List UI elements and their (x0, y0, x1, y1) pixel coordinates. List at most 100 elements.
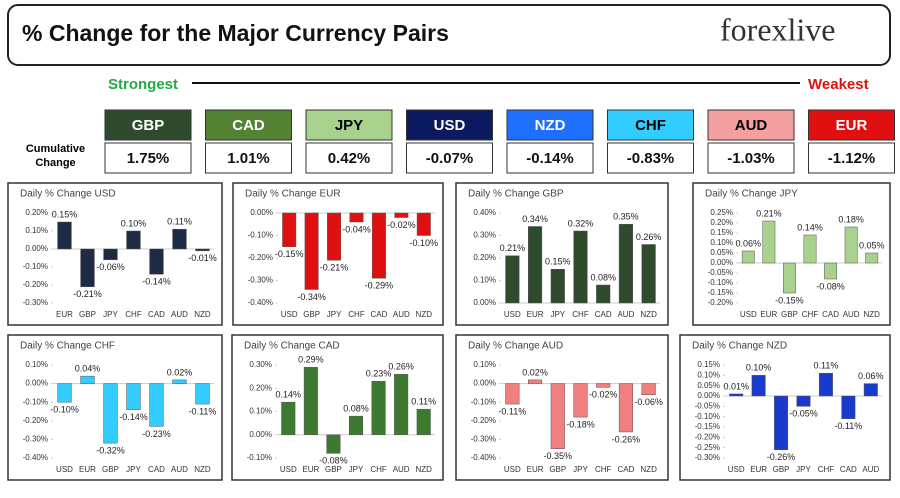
y-tick-label: 0.05% (710, 248, 733, 257)
value-label: 0.02% (167, 367, 193, 377)
cumulative-wrap: Cumulative Change (26, 143, 85, 169)
x-tick-label: EUR (760, 310, 777, 319)
cumulative-value: 0.42% (328, 150, 371, 167)
x-tick-label: GBP (549, 465, 566, 474)
x-tick-label: JPY (796, 465, 811, 474)
value-label: 0.26% (636, 232, 662, 242)
y-tick-label: 0.10% (473, 360, 496, 369)
value-label: -0.29% (365, 281, 394, 291)
bar (326, 434, 341, 454)
value-box (205, 142, 292, 174)
bar (528, 379, 543, 384)
y-tick-label: 0.00% (250, 208, 273, 217)
y-tick-label: 0.00% (473, 298, 496, 307)
bar (149, 383, 164, 427)
y-tick-label: -0.10% (695, 412, 720, 421)
x-tick-label: USD (504, 310, 521, 319)
y-tick-label: 0.00% (249, 430, 272, 439)
value-label: -0.26% (767, 452, 796, 462)
value-label: 0.21% (756, 208, 782, 218)
bar (371, 381, 386, 435)
x-tick-label: EUR (750, 465, 767, 474)
y-tick-label: 0.00% (697, 391, 720, 400)
value-label: -0.05% (789, 409, 818, 419)
x-tick-label: JPY (550, 310, 565, 319)
x-tick-label: AUD (171, 465, 188, 474)
value-label: -0.26% (612, 434, 641, 444)
title: % Change for the Major Currency Pairs (22, 20, 449, 46)
value-box (506, 142, 594, 174)
x-tick-label: GBP (79, 310, 96, 319)
x-tick-label: JPY (126, 465, 141, 474)
x-tick-label: EUR (56, 310, 73, 319)
bar (641, 244, 656, 304)
value-label: 0.34% (522, 214, 548, 224)
x-tick-label: USD (56, 465, 73, 474)
bar (573, 230, 588, 304)
value-label: 0.32% (568, 218, 594, 228)
value-label: -0.18% (566, 419, 595, 429)
x-tick-label: AUD (862, 465, 879, 474)
value-label: -0.15% (775, 295, 804, 305)
bar (103, 248, 118, 261)
value-box (808, 142, 895, 174)
value-label: -0.10% (50, 405, 79, 415)
x-tick-label: NZD (863, 310, 880, 319)
header-box (7, 4, 891, 66)
value-label: -0.06% (96, 262, 125, 272)
bar (349, 212, 364, 223)
currency-name: GBP (132, 117, 165, 134)
chart-title: Daily % Change AUD (468, 341, 563, 352)
bar (371, 212, 386, 279)
y-tick-label: 0.30% (249, 360, 272, 369)
bar (596, 284, 611, 304)
value-box (707, 142, 795, 174)
value-label: 0.01% (723, 381, 749, 391)
x-tick-label: JPY (103, 310, 118, 319)
y-tick-label: -0.05% (695, 401, 720, 410)
value-label: -0.34% (297, 292, 326, 302)
y-tick-label: 0.10% (249, 407, 272, 416)
cumulative-value: -1.12% (828, 150, 876, 167)
chart-title: Daily % Change JPY (705, 189, 798, 200)
bar (394, 374, 409, 435)
currency-box (607, 109, 694, 141)
x-tick-label: AUD (617, 310, 634, 319)
value-label: 0.23% (366, 369, 392, 379)
value-label: -0.14% (119, 412, 148, 422)
y-tick-label: -0.10% (248, 231, 273, 240)
value-label: 0.14% (276, 390, 302, 400)
y-tick-label: -0.30% (695, 453, 720, 462)
x-tick-label: CAD (148, 465, 165, 474)
y-tick-label: 0.25% (710, 208, 733, 217)
x-tick-label: NZD (416, 310, 433, 319)
y-tick-label: -0.20% (708, 298, 733, 307)
y-tick-label: 0.00% (473, 379, 496, 388)
x-tick-label: GBP (325, 465, 342, 474)
y-tick-label: -0.10% (23, 397, 48, 406)
value-label: -0.21% (320, 263, 349, 273)
currency-box (406, 109, 493, 141)
x-tick-label: CAD (822, 310, 839, 319)
y-tick-label: -0.30% (471, 435, 496, 444)
cumulative-value: 1.01% (227, 150, 270, 167)
bar (195, 248, 210, 252)
value-label: -0.11% (189, 406, 217, 416)
bar (126, 383, 141, 410)
x-tick-label: CHF (572, 310, 589, 319)
y-tick-label: -0.10% (23, 262, 48, 271)
bar (281, 401, 296, 436)
bar (327, 212, 342, 261)
bar (348, 415, 364, 435)
bar (172, 379, 187, 384)
value-label: -0.04% (342, 224, 371, 234)
bar (550, 383, 565, 449)
value-label: 0.14% (797, 222, 823, 232)
x-tick-label: NZD (415, 465, 432, 474)
y-tick-label: 0.00% (25, 244, 48, 253)
x-tick-label: GBP (781, 310, 798, 319)
chart-title: Daily % Change CAD (244, 341, 340, 352)
y-tick-label: 0.20% (473, 253, 496, 262)
x-tick-label: AUD (843, 310, 860, 319)
